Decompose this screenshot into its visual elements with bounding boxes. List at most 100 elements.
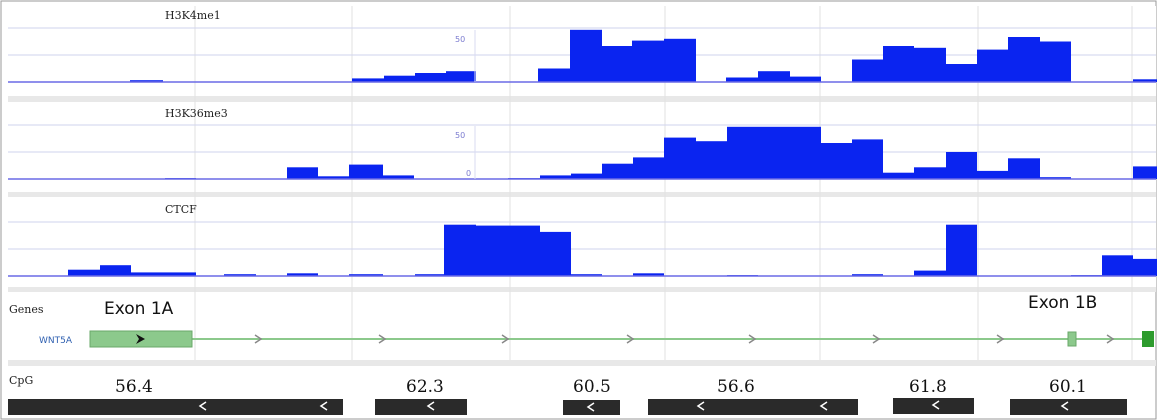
h3k4me1-bar [883,46,914,82]
scale-max-h3k4me1: 50 [455,35,465,44]
h3k4me1-bar [538,68,570,82]
h3k36me3-bar [977,170,1008,179]
h3k4me1-bar [852,59,883,82]
track-label-h3k4me1: H3K4me1 [165,9,221,22]
track-label-h3k36me3: H3K36me3 [165,107,228,120]
h3k4me1-bar [570,29,602,82]
h3k36me3-bar [1008,158,1040,179]
cpg-arrow-icon [319,401,328,411]
h3k4me1-bar [1133,79,1157,82]
h3k4me1-bar [352,78,384,82]
cpg-arrow-icon [1060,401,1069,411]
cpg-arrow-icon [586,402,595,412]
strand-arrow-icon [378,334,387,344]
exon-1b-block[interactable] [1067,331,1077,347]
scale-min-h3k36me3: 0 [466,169,471,178]
cpg-island-1[interactable] [8,399,343,415]
strand-arrow-icon [748,334,757,344]
ctcf-bar [415,274,444,276]
cpg-island-4[interactable] [648,399,858,415]
h3k4me1-bar [632,40,664,82]
h3k4me1-bar [790,76,821,82]
signal-track-h3k4me1[interactable]: H3K4me1 50 [8,9,1157,83]
cpg-value-5: 61.8 [909,377,947,397]
gene-name-label: WNT5A [39,336,73,346]
scale-max-h3k36me3: 50 [455,131,465,140]
track-separator-3 [8,287,1156,292]
track-label-cpg: CpG [9,374,33,387]
ctcf-bar [349,274,383,276]
cpg-arrow-icon [198,401,207,411]
h3k36me3-bar [540,175,571,179]
ctcf-bar [287,273,318,276]
exon-1a-strand-arrow-icon [136,334,145,344]
h3k4me1-bar [130,80,163,82]
ctcf-bar [1133,258,1157,276]
h3k4me1-bar [946,64,977,82]
h3k4me1-bar [914,47,946,82]
h3k4me1-bar [415,73,446,82]
strand-arrow-icon [626,334,635,344]
h3k36me3-bar [633,157,664,179]
track-label-ctcf: CTCF [165,203,197,216]
ctcf-bar [633,273,664,276]
gene-end-block[interactable] [1142,331,1154,347]
track-separator-2 [8,192,1156,197]
cpg-arrow-icon [931,400,940,410]
ctcf-bar [914,270,946,276]
h3k36me3-bar [664,137,696,179]
cpg-island-track[interactable]: CpG 56.4 62.3 60.5 56.6 61.8 60.1 [8,374,1127,415]
h3k4me1-bar [758,71,790,82]
strand-arrow-icon [254,334,263,344]
strand-arrow-icon [501,334,510,344]
strand-arrow-icon [872,334,881,344]
cpg-island-3[interactable] [563,400,620,415]
h3k4me1-bar [602,46,632,82]
cpg-arrow-icon [426,401,435,411]
h3k36me3-bar [602,163,633,179]
h3k4me1-bar [446,71,476,82]
cpg-value-4: 56.6 [717,377,755,397]
strand-arrow-icon [996,334,1005,344]
cpg-arrow-icon [696,401,705,411]
strand-arrow-icon [1106,334,1115,344]
ctcf-bar [224,274,256,276]
h3k36me3-bar [349,164,383,179]
h3k4me1-bar [384,75,415,82]
h3k36me3-bar [852,139,883,179]
h3k36me3-bar [571,173,602,179]
h3k36me3-bar [883,172,914,179]
ctcf-bar [571,274,602,276]
ctcf-bar [540,231,571,276]
ctcf-bar [476,225,540,276]
track-label-genes: Genes [9,303,44,316]
vertical-gridlines [194,6,1133,360]
track-separator-4 [8,360,1156,366]
h3k36me3-bar [821,143,852,179]
cpg-island-2[interactable] [375,399,467,415]
cpg-value-1: 56.4 [115,377,153,397]
cpg-island-6[interactable] [1010,399,1127,415]
intron-strand-arrows [254,334,1115,344]
cpg-value-2: 62.3 [406,377,444,397]
h3k36me3-bar [383,175,414,179]
signal-track-ctcf[interactable]: CTCF [8,203,1157,277]
cpg-value-6: 60.1 [1049,377,1087,397]
ctcf-bar [1102,255,1133,276]
cpg-strand-arrows [198,400,1069,412]
cpg-value-3: 60.5 [573,377,611,397]
h3k36me3-bar [1040,177,1071,179]
genes-track[interactable]: Genes Exon 1A Exon 1B WNT5A [9,293,1154,348]
h3k4me1-bar [1040,41,1071,82]
ctcf-bar [68,269,100,276]
h3k36me3-bar [914,167,946,179]
ctcf-bar [444,224,476,276]
cpg-arrow-icon [819,401,828,411]
ctcf-bar [131,272,165,276]
track-separator-1 [8,96,1156,102]
ctcf-bar [100,265,131,276]
signal-track-h3k36me3[interactable]: H3K36me3 50 0 [8,107,1157,180]
h3k36me3-bar [727,126,821,179]
h3k4me1-bar [726,77,758,82]
